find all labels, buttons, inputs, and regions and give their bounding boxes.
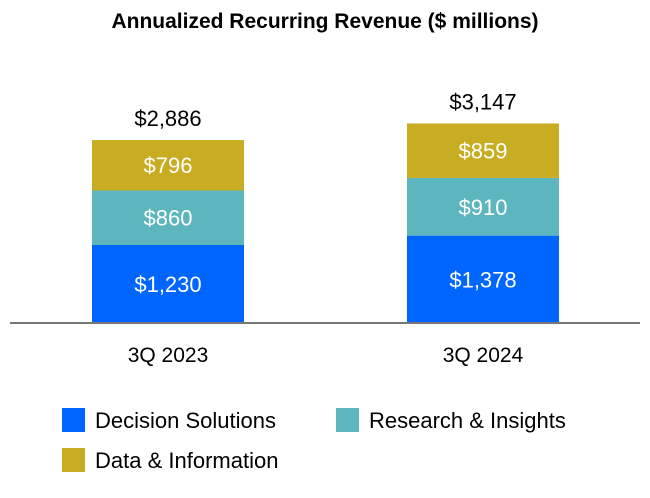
total-label: $3,147 [449,89,516,114]
segment-data-label: $1,230 [134,272,201,297]
segment-data-label: $910 [459,195,508,220]
segment-data-label: $1,378 [449,267,516,292]
bar-segment-data-information [92,140,244,191]
bar-segment-research-insights [407,177,559,236]
legend-swatch [336,408,359,432]
legend-item: Data & Information [62,448,278,473]
x-tick-label: 3Q 2023 [128,344,209,367]
legend: Decision Solutions Research & Insights Dat… [62,408,566,473]
total-label: $2,886 [134,106,201,131]
bar-segment-research-insights [92,190,244,246]
segment-data-label: $796 [144,153,193,178]
legend-swatch [62,448,85,472]
bar-segment-decision-solutions [407,235,559,323]
segment-data-label: $859 [459,139,508,164]
legend-label: Data & Information [95,448,278,473]
x-tick-label: 3Q 2024 [443,344,524,367]
legend-label: Research & Insights [369,408,566,433]
legend-item: Research & Insights [336,408,566,433]
legend-item: Decision Solutions [62,408,276,433]
bar-segment-data-information [407,123,559,178]
bar-segment-decision-solutions [92,245,244,323]
legend-label: Decision Solutions [95,408,276,433]
legend-swatch [62,408,85,432]
segment-data-label: $860 [144,206,193,231]
chart-title: Annualized Recurring Revenue ($ millions… [111,10,538,33]
